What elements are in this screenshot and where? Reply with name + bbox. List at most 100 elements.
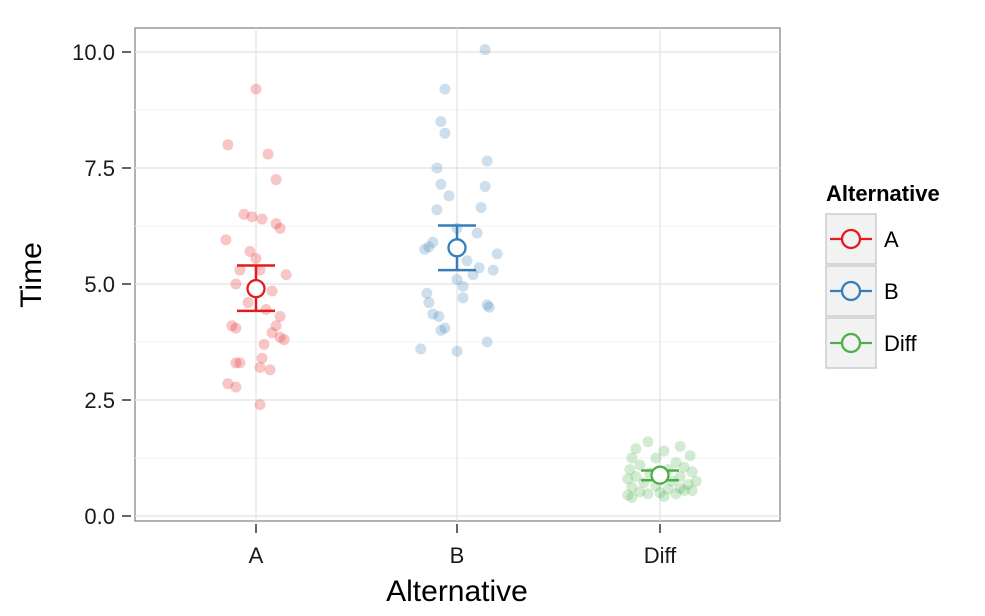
data-point <box>670 457 682 469</box>
data-point <box>670 488 682 500</box>
data-point <box>423 297 435 309</box>
data-point <box>481 155 493 167</box>
x-tick-label: Diff <box>644 543 677 568</box>
data-point <box>634 459 646 471</box>
data-point <box>244 246 256 258</box>
data-point <box>483 301 495 313</box>
data-point <box>250 83 262 95</box>
y-tick-label: 10.0 <box>72 40 115 65</box>
data-point <box>630 471 642 483</box>
data-point <box>626 481 638 493</box>
y-axis-title: Time <box>15 242 48 308</box>
data-point <box>435 178 447 190</box>
data-point <box>439 83 451 95</box>
mean-ci-markers <box>237 224 679 485</box>
y-axis: 0.0 2.5 5.0 7.5 10.0 <box>72 40 131 529</box>
data-point <box>262 148 274 160</box>
data-point <box>642 488 654 500</box>
data-point <box>658 445 670 457</box>
data-point <box>264 364 276 376</box>
data-point <box>230 278 242 290</box>
data-point <box>266 327 278 339</box>
data-point <box>234 264 246 276</box>
data-point <box>487 264 499 276</box>
data-point <box>491 248 503 260</box>
data-point <box>481 299 493 311</box>
data-point <box>419 243 431 255</box>
y-tick-label: 0.0 <box>84 504 115 529</box>
data-point <box>473 262 485 274</box>
y-tick-label: 5.0 <box>84 272 115 297</box>
data-point <box>234 357 246 369</box>
data-points <box>220 44 702 503</box>
data-point <box>622 473 634 485</box>
data-point <box>431 162 443 174</box>
data-point <box>622 489 634 501</box>
data-point <box>431 204 443 216</box>
data-point <box>686 466 698 478</box>
data-point <box>270 320 282 332</box>
data-point <box>471 227 483 239</box>
data-point <box>222 378 234 390</box>
data-point <box>242 297 254 309</box>
data-point <box>658 491 670 503</box>
x-axis: A B Diff <box>249 524 677 568</box>
data-point <box>451 273 463 285</box>
legend-key-marker <box>840 228 862 250</box>
data-point <box>270 218 282 230</box>
data-point <box>626 491 638 503</box>
data-point <box>662 483 674 495</box>
data-point <box>475 201 487 213</box>
data-point <box>270 174 282 186</box>
data-point <box>254 362 266 374</box>
data-point <box>461 255 473 267</box>
data-point <box>443 190 455 202</box>
data-point <box>684 450 696 462</box>
x-tick-label: B <box>450 543 465 568</box>
data-point <box>230 357 242 369</box>
data-point <box>642 436 654 448</box>
data-point <box>254 264 266 276</box>
data-point <box>435 116 447 128</box>
data-point <box>481 336 493 348</box>
legend-key-marker <box>840 280 862 302</box>
data-point <box>266 285 278 297</box>
data-point <box>433 310 445 322</box>
data-point <box>435 324 447 336</box>
x-axis-title: Alternative <box>386 575 528 608</box>
y-tick-label: 2.5 <box>84 388 115 413</box>
legend-label: B <box>884 279 899 304</box>
data-point <box>624 464 636 476</box>
data-point <box>682 478 694 490</box>
data-point <box>678 461 690 473</box>
data-point <box>274 222 286 234</box>
data-point <box>274 331 286 343</box>
data-point <box>634 486 646 498</box>
data-point <box>415 343 427 355</box>
data-point <box>226 320 238 332</box>
data-point <box>626 452 638 464</box>
data-point <box>479 44 491 56</box>
data-point <box>686 484 698 496</box>
data-point <box>258 338 270 350</box>
data-point <box>650 452 662 464</box>
data-point <box>423 241 435 253</box>
data-point <box>467 269 479 281</box>
data-point <box>256 213 268 225</box>
legend: Alternative A B Diff <box>825 181 940 369</box>
data-point <box>254 399 266 411</box>
data-point <box>220 234 232 246</box>
data-point <box>439 127 451 139</box>
x-tick-label: A <box>249 543 264 568</box>
y-tick-label: 7.5 <box>84 156 115 181</box>
data-point <box>280 269 292 281</box>
data-point <box>451 345 463 357</box>
mean-marker <box>246 278 266 299</box>
data-point <box>479 181 491 193</box>
legend-label: Diff <box>884 331 917 356</box>
data-point <box>250 252 262 264</box>
data-point <box>246 211 258 223</box>
data-point <box>654 487 666 499</box>
mean-marker <box>447 238 467 258</box>
legend-key-marker <box>840 332 862 354</box>
